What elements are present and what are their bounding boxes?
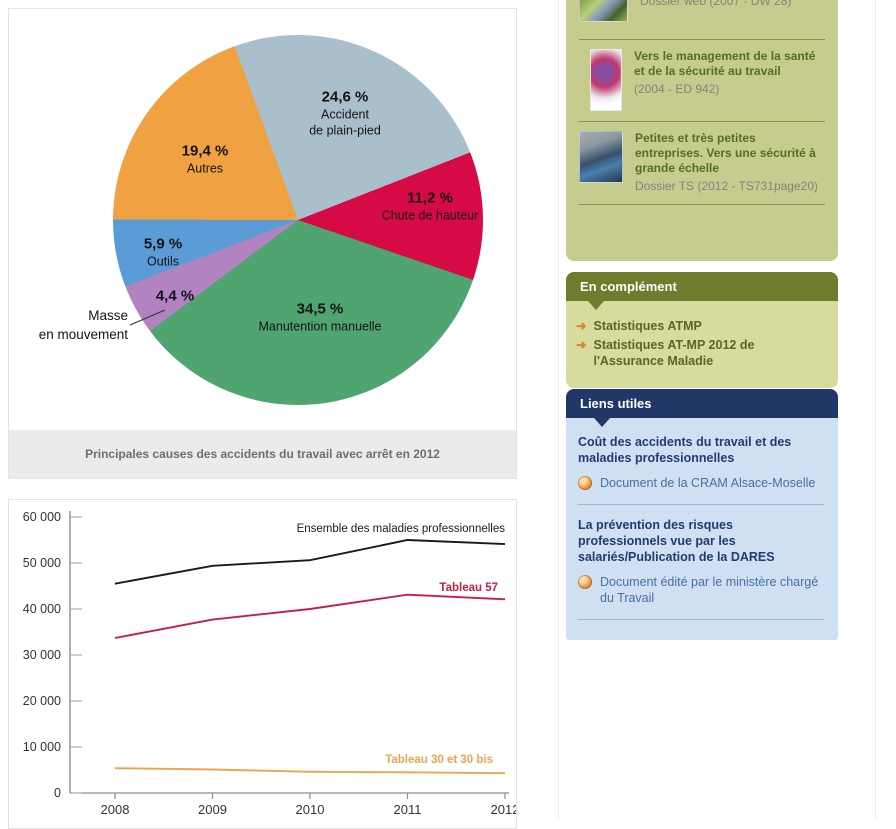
pie-chart-caption: Principales causes des accidents du trav… xyxy=(85,447,440,461)
y-tick-label: 10 000 xyxy=(23,740,61,754)
arrow-right-icon: ➜ xyxy=(576,319,587,333)
y-tick-label: 60 000 xyxy=(23,510,61,524)
liens-document-link[interactable]: Document de la CRAM Alsace-Moselle xyxy=(578,475,824,491)
bubble-tail xyxy=(588,301,604,310)
pie-chart-card: 24,6 % Accident de plain-pied 11,2 % Chute d… xyxy=(8,8,517,479)
pie-slice-label: 4,4 % xyxy=(156,287,194,306)
liens-document-link[interactable]: Document édité par le ministère chargé d… xyxy=(578,574,824,606)
complement-link[interactable]: ➜ Statistiques ATMP xyxy=(576,318,826,334)
en-complement-header: En complément xyxy=(566,272,838,310)
complement-link-label: Statistiques AT-MP 2012 de l'Assurance M… xyxy=(593,338,755,368)
liens-document-link-label: Document édité par le ministère chargé d… xyxy=(600,575,819,605)
arrow-right-icon: ➜ xyxy=(576,338,587,352)
line-chart: 0 10 000 20 000 30 000 40 000 50 000 60 000 200… xyxy=(23,510,520,817)
publication-thumbnail xyxy=(579,131,623,183)
publication-separator xyxy=(579,204,825,205)
publication-title: Petites et très petites entreprises. Ver… xyxy=(635,131,816,175)
external-document-icon xyxy=(578,575,592,589)
liens-separator xyxy=(578,619,824,620)
liens-utiles-body: Coût des accidents du travail et des mal… xyxy=(566,418,838,640)
publication-item[interactable]: Dossier web (2007 - DW 28) xyxy=(579,0,825,39)
publication-subtitle: Dossier TS (2012 - TS731page20) xyxy=(635,179,818,193)
series-line xyxy=(114,539,506,585)
pie-slice-label: 5,9 % Outils xyxy=(144,235,182,270)
en-complement-box: En complément ➜ Statistiques ATMP ➜ Statist… xyxy=(566,272,838,388)
series-line xyxy=(114,767,506,775)
pie-slice-name: Chute de hauteur xyxy=(381,208,479,223)
liens-group-title: La prévention des risques professionnels… xyxy=(578,518,775,564)
pie-slice-label: 11,2 % Chute de hauteur xyxy=(382,189,479,224)
pie-outside-label-line: en mouvement xyxy=(38,327,128,342)
pie-slice-value: 4,4 % xyxy=(155,287,195,305)
line-chart-card: 0 10 000 20 000 30 000 40 000 50 000 60 000 200… xyxy=(8,499,520,829)
pie-slice-label: 19,4 % Autres xyxy=(182,142,229,177)
x-tick-label: 2010 xyxy=(296,802,325,817)
pie-slice-name: Autres xyxy=(186,161,224,176)
publication-item[interactable]: Petites et très petites entreprises. Ver… xyxy=(579,122,825,204)
y-tick-label: 0 xyxy=(54,786,61,800)
external-document-icon xyxy=(578,476,592,490)
pie-chart-area: 24,6 % Accident de plain-pied 11,2 % Chute d… xyxy=(9,9,516,430)
series-label: Tableau 30 et 30 bis xyxy=(385,754,493,766)
pie-slice-value: 11,2 % xyxy=(407,189,453,207)
publication-separator xyxy=(579,39,825,40)
publication-text: Petites et très petites entreprises. Ver… xyxy=(635,131,825,194)
pie-chart xyxy=(113,35,483,405)
publication-thumbnail xyxy=(590,49,622,111)
page-edge-divider xyxy=(875,0,876,820)
complement-link-label: Statistiques ATMP xyxy=(593,319,702,333)
liens-utiles-box: Liens utiles Coût des accidents du trava… xyxy=(566,389,838,640)
publication-text: Vers le management de la santé et de la … xyxy=(634,49,825,111)
pie-slice-name: Accident xyxy=(321,107,369,122)
publication-subtitle: Dossier web (2007 - DW 28) xyxy=(640,0,792,8)
bubble-tail xyxy=(594,418,610,427)
liens-document-link-label: Document de la CRAM Alsace-Moselle xyxy=(600,476,816,490)
publication-title: Vers le management de la santé et de la … xyxy=(634,49,816,78)
complement-link[interactable]: ➜ Statistiques AT-MP 2012 de l'Assurance … xyxy=(576,337,826,369)
pie-slice-value: 5,9 % xyxy=(143,235,183,253)
pie-slice-value: 19,4 % xyxy=(181,142,229,160)
pie-outside-label: Masse en mouvement xyxy=(18,306,128,344)
x-tick-label: 2009 xyxy=(198,802,227,817)
pie-slice-label: 34,5 % Manutention manuelle xyxy=(259,300,382,335)
publications-panel: Dossier web (2007 - DW 28) Vers le manage… xyxy=(566,0,838,261)
publication-thumbnail xyxy=(579,0,628,22)
pie-slice-name: de plain-pied xyxy=(309,123,381,138)
x-tick-label: 2008 xyxy=(101,802,130,817)
liens-utiles-title: Liens utiles xyxy=(580,396,652,411)
series-label: Tableau 57 xyxy=(439,582,498,594)
publication-text: Dossier web (2007 - DW 28) xyxy=(640,0,791,29)
liens-group-title: Coût des accidents du travail et des mal… xyxy=(578,435,792,465)
x-tick-label: 2011 xyxy=(394,802,422,817)
pie-slice-label: 24,6 % Accident de plain-pied xyxy=(309,88,381,139)
x-tick-label: 2012 xyxy=(491,802,516,817)
liens-utiles-header: Liens utiles xyxy=(566,389,838,427)
publication-subtitle: (2004 - ED 942) xyxy=(634,82,720,96)
liens-separator xyxy=(578,504,824,505)
pie-slice-value: 34,5 % xyxy=(296,300,344,318)
publication-separator xyxy=(579,121,825,122)
pie-outside-label-line: Masse xyxy=(88,308,128,323)
y-tick-label: 20 000 xyxy=(23,694,61,708)
en-complement-title: En complément xyxy=(580,279,677,294)
content-sidebar-divider xyxy=(558,0,559,820)
chart-caption-band: Principales causes des accidents du trav… xyxy=(9,430,516,478)
pie-slice-name: Manutention manuelle xyxy=(258,319,382,334)
publication-item[interactable]: Vers le management de la santé et de la … xyxy=(579,40,825,121)
y-tick-label: 40 000 xyxy=(23,602,61,616)
y-tick-label: 30 000 xyxy=(23,648,61,662)
y-tick-label: 50 000 xyxy=(23,556,61,570)
series-label: Ensemble des maladies professionnelles xyxy=(297,523,506,535)
en-complement-body: ➜ Statistiques ATMP ➜ Statistiques AT-MP 20… xyxy=(566,301,838,388)
series-line xyxy=(114,593,506,639)
pie-slice-value: 24,6 % xyxy=(321,88,369,106)
pie-slice-name: Outils xyxy=(147,254,179,269)
